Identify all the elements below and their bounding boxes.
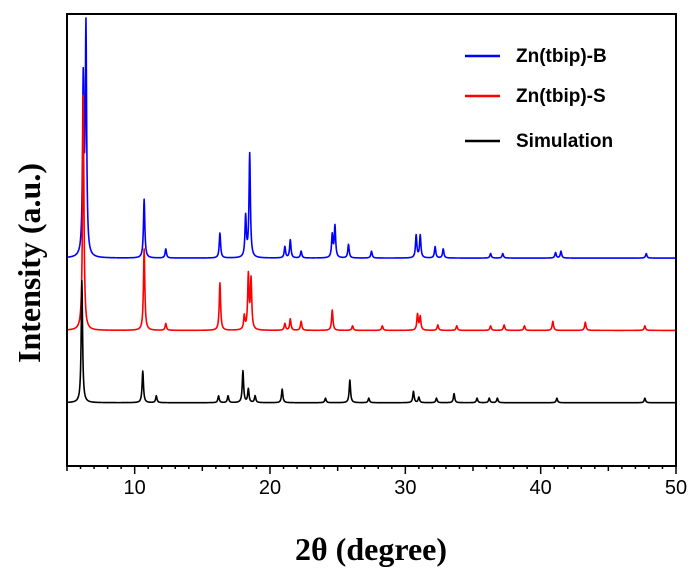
legend: Zn(tbip)-B Zn(tbip)-S Simulation: [465, 46, 613, 152]
y-axis-title: Intensity (a.u.): [11, 163, 47, 363]
x-tick-label: 30: [394, 477, 416, 499]
x-tick-label: 40: [530, 477, 552, 499]
x-axis-ticks: [66, 466, 677, 474]
x-tick-label: 10: [124, 477, 146, 499]
legend-label: Zn(tbip)-B: [516, 46, 607, 67]
series-line-simulation: [66, 279, 677, 404]
x-axis-title: 2θ (degree): [295, 531, 447, 567]
x-axis-tick-labels: 10 20 30 40 50: [124, 477, 688, 499]
series-line-zn-tbip-s: [66, 94, 677, 332]
plot-frame: [66, 13, 677, 467]
legend-label: Simulation: [516, 131, 613, 152]
x-tick-label: 50: [665, 477, 687, 499]
series-layer: [66, 17, 677, 404]
legend-label: Zn(tbip)-S: [516, 86, 606, 107]
series-line-zn-tbip-b: [66, 17, 677, 259]
x-tick-label: 20: [259, 477, 281, 499]
